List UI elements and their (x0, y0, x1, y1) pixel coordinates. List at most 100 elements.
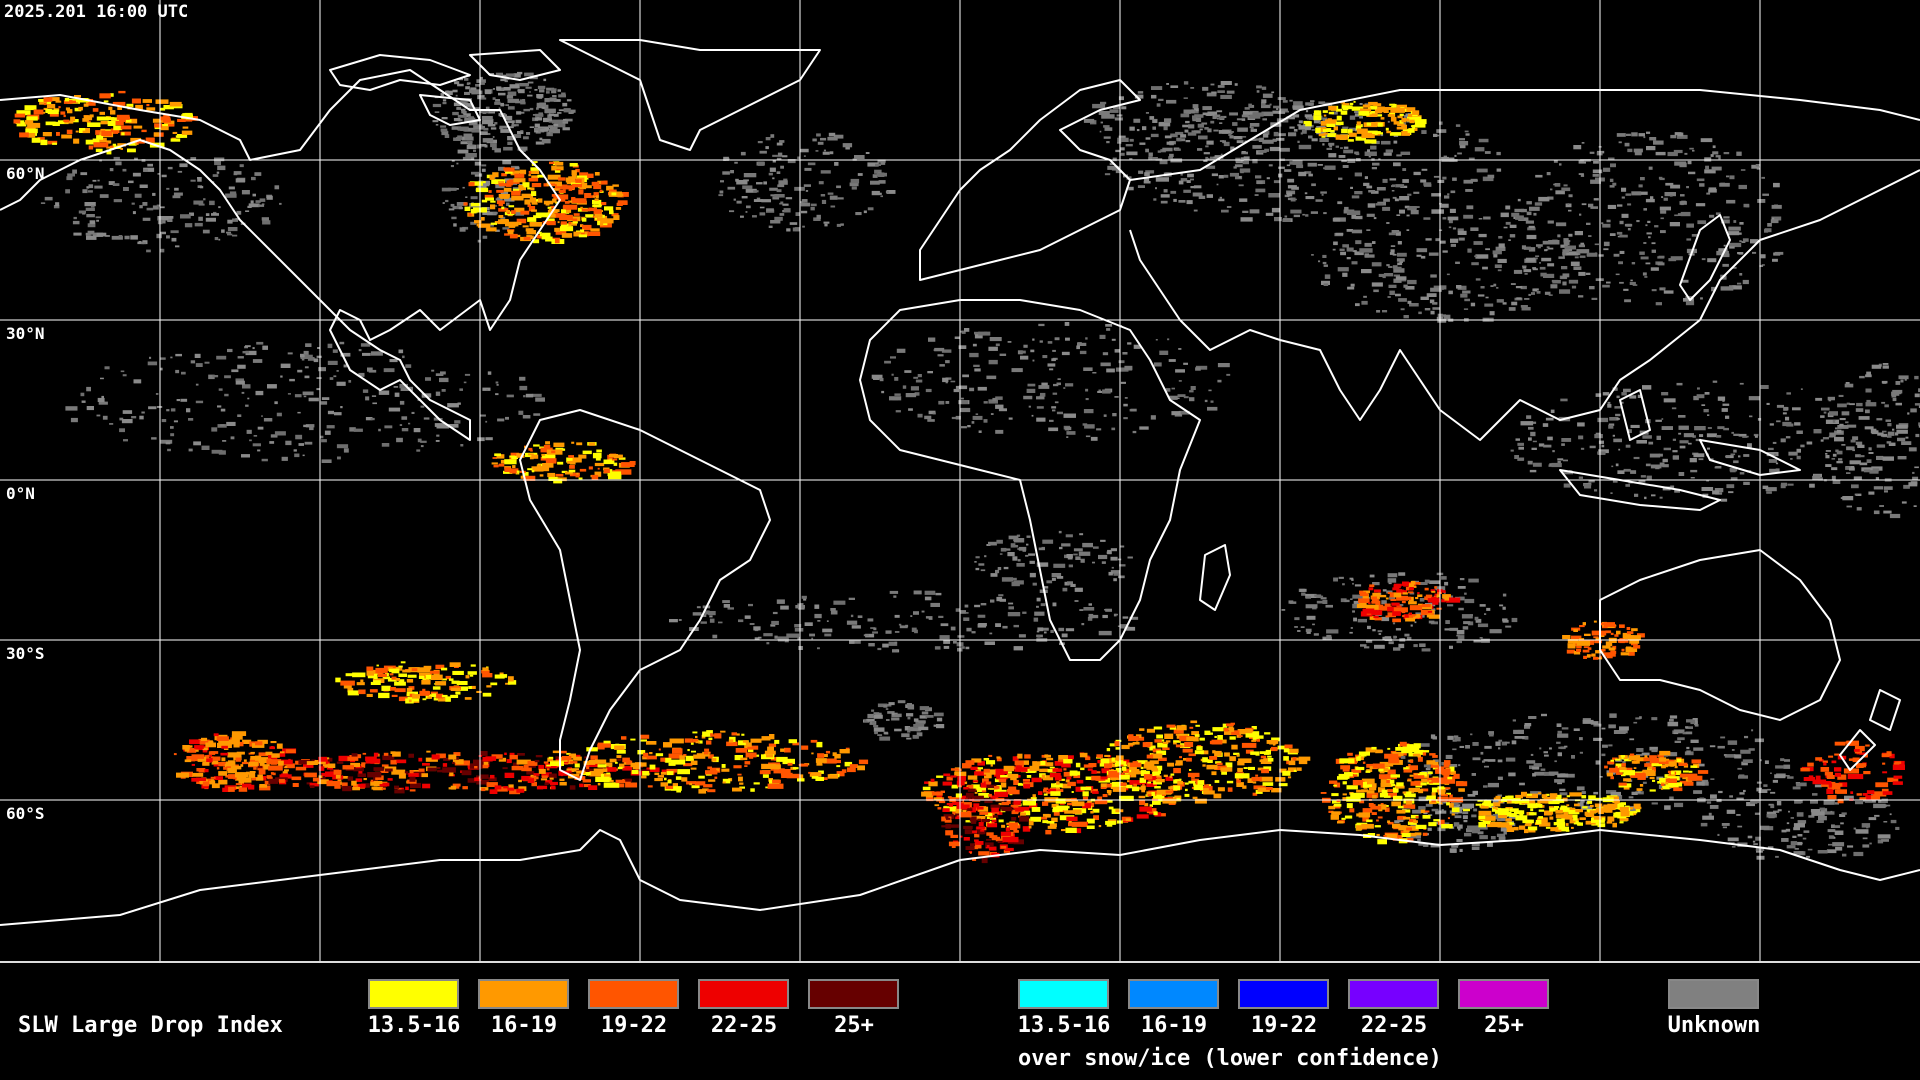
unknown-cloud-speck (1049, 368, 1054, 371)
unknown-cloud-speck (304, 441, 313, 445)
unknown-cloud-speck (1189, 390, 1194, 393)
unknown-cloud-speck (1882, 365, 1889, 369)
slw-index-speck (363, 778, 367, 781)
unknown-cloud-speck (730, 170, 734, 174)
unknown-cloud-speck (896, 348, 906, 353)
unknown-cloud-speck (1623, 288, 1629, 291)
unknown-cloud-speck (988, 399, 998, 404)
unknown-cloud-speck (1767, 846, 1774, 849)
unknown-cloud-speck (1082, 542, 1093, 548)
slw-index-speck (1444, 596, 1449, 601)
unknown-cloud-speck (1570, 261, 1580, 266)
unknown-cloud-speck (1450, 238, 1459, 243)
unknown-cloud-speck (951, 416, 958, 420)
unknown-cloud-speck (1013, 624, 1019, 628)
slw-index-speck (490, 222, 498, 225)
unknown-cloud-speck (1759, 265, 1764, 267)
unknown-cloud-speck (378, 390, 390, 395)
unknown-cloud-speck (850, 614, 854, 618)
unknown-cloud-speck (881, 390, 885, 394)
slw-index-speck (566, 181, 571, 185)
unknown-cloud-speck (1817, 850, 1828, 854)
unknown-cloud-speck (1342, 272, 1348, 277)
unknown-cloud-speck (1098, 630, 1112, 636)
slw-index-speck (537, 785, 548, 790)
slw-index-speck (590, 228, 600, 232)
slw-index-speck (351, 780, 357, 786)
slw-index-speck (418, 768, 425, 774)
unknown-cloud-speck (1085, 388, 1089, 392)
slw-index-speck (74, 95, 81, 98)
unknown-cloud-speck (1101, 561, 1106, 564)
unknown-cloud-speck (458, 126, 469, 131)
unknown-cloud-speck (245, 350, 257, 356)
unknown-cloud-speck (97, 179, 100, 182)
unknown-cloud-speck (1517, 730, 1521, 734)
unknown-cloud-speck (1722, 263, 1729, 267)
unknown-cloud-speck (1557, 234, 1561, 238)
unknown-cloud-speck (1609, 713, 1617, 718)
slw-index-speck (592, 199, 602, 204)
unknown-cloud-speck (894, 614, 900, 618)
unknown-cloud-speck (496, 384, 499, 386)
unknown-cloud-speck (1642, 272, 1647, 276)
unknown-cloud-speck (1452, 748, 1457, 751)
unknown-cloud-speck (398, 349, 404, 354)
unknown-cloud-speck (1183, 362, 1188, 365)
unknown-cloud-speck (1819, 807, 1825, 810)
unknown-cloud-speck (440, 93, 444, 97)
unknown-cloud-speck (1462, 811, 1469, 815)
unknown-cloud-speck (1234, 83, 1238, 86)
slw-index-speck (347, 756, 359, 761)
unknown-cloud-speck (1568, 248, 1573, 251)
unknown-cloud-speck (1100, 121, 1103, 124)
unknown-cloud-speck (1669, 222, 1680, 227)
unknown-cloud-speck (227, 348, 233, 353)
unknown-cloud-speck (506, 95, 514, 99)
slw-index-speck (1396, 127, 1404, 130)
slw-index-speck (168, 124, 175, 127)
slw-index-speck (510, 452, 520, 458)
unknown-cloud-speck (1693, 790, 1703, 794)
unknown-cloud-speck (1411, 209, 1414, 212)
slw-index-speck (513, 170, 520, 174)
unknown-cloud-speck (1262, 93, 1273, 98)
unknown-cloud-speck (1601, 222, 1604, 225)
unknown-cloud-speck (857, 173, 863, 176)
unknown-cloud-speck (1414, 621, 1417, 624)
unknown-cloud-speck (1395, 231, 1401, 236)
unknown-cloud-speck (1280, 108, 1288, 113)
slw-index-speck (585, 214, 594, 218)
unknown-cloud-speck (988, 541, 997, 546)
unknown-cloud-speck (1429, 580, 1440, 584)
slw-index-speck (503, 470, 513, 474)
slw-index-speck (1403, 596, 1412, 601)
slw-index-speck (1409, 612, 1412, 616)
slw-index-speck (547, 206, 552, 209)
slw-index-speck (555, 184, 562, 189)
unknown-cloud-speck (452, 111, 459, 116)
unknown-cloud-speck (830, 610, 838, 615)
unknown-cloud-speck (1454, 815, 1462, 819)
slw-index-speck (1336, 115, 1342, 121)
slw-index-speck (422, 763, 430, 766)
unknown-cloud-speck (1430, 287, 1442, 292)
unknown-cloud-speck (1661, 418, 1664, 420)
unknown-cloud-speck (1339, 248, 1345, 251)
unknown-cloud-speck (1876, 418, 1883, 421)
unknown-cloud-speck (989, 337, 1002, 342)
unknown-cloud-speck (1494, 264, 1502, 268)
unknown-cloud-speck (1486, 607, 1491, 611)
unknown-cloud-speck (1836, 450, 1843, 455)
unknown-cloud-speck (904, 370, 912, 373)
unknown-cloud-speck (1715, 212, 1721, 215)
unknown-cloud-speck (568, 111, 573, 114)
unknown-cloud-speck (1388, 582, 1392, 585)
slw-index-speck (1401, 117, 1407, 123)
unknown-cloud-speck (1890, 819, 1897, 824)
slw-index-speck (1366, 122, 1374, 126)
unknown-cloud-speck (1901, 501, 1907, 504)
unknown-cloud-speck (394, 392, 400, 397)
unknown-cloud-speck (1668, 258, 1677, 262)
unknown-cloud-speck (1636, 220, 1640, 223)
